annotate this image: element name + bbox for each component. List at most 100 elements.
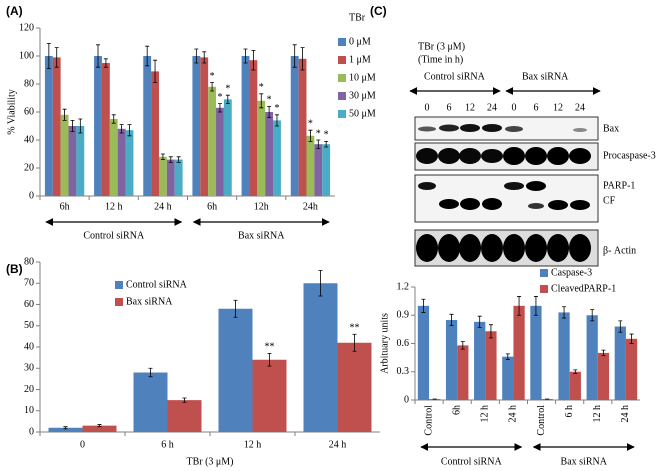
bar [68, 126, 77, 196]
significance: * [259, 82, 264, 93]
error-bar [533, 296, 538, 316]
legend-label: 10 μM [349, 72, 376, 83]
row-label: PARP-1 [603, 180, 635, 191]
error-bar [629, 333, 634, 344]
legend-title: TBr [349, 12, 366, 23]
bar [614, 326, 626, 400]
y-tick-label: 0.3 [397, 366, 410, 377]
group-label: Control siRNA [83, 230, 145, 241]
legend-label: Caspase-3 [551, 267, 592, 278]
legend-label: 30 μM [349, 90, 376, 101]
error-bar [267, 106, 272, 118]
y-tick-label: 30 [24, 363, 34, 374]
error-bar [421, 298, 426, 313]
y-tick-label: 50 [24, 320, 34, 331]
error-bar [267, 352, 272, 367]
y-tick-label: 10 [24, 405, 34, 416]
bar [101, 63, 110, 196]
band [569, 148, 591, 164]
error-bar [111, 114, 116, 124]
band [418, 126, 436, 132]
bar [265, 112, 274, 196]
error-bar [103, 58, 108, 68]
x-tick-label: 24 h [329, 439, 347, 450]
error-bar [324, 141, 329, 148]
bar [457, 345, 469, 400]
significance: * [274, 103, 279, 114]
error-bar [78, 118, 83, 134]
error-bar [601, 349, 606, 357]
significance: * [225, 83, 230, 94]
x-tick-label: 6h [207, 201, 217, 212]
bar [151, 71, 159, 196]
error-bar [160, 153, 165, 160]
error-bar [318, 270, 323, 297]
band [416, 148, 438, 164]
panel-label: (B) [6, 262, 23, 276]
legend-swatch [338, 38, 346, 46]
band [503, 234, 525, 262]
bar [216, 107, 224, 196]
band [548, 200, 568, 210]
lane-label: 0 [512, 102, 517, 113]
bar [167, 400, 202, 432]
band [481, 234, 503, 262]
band [482, 124, 502, 132]
y-axis-label: Arbituary units [379, 313, 390, 374]
band [459, 234, 481, 262]
y-tick-label: 40 [24, 341, 34, 352]
x-tick-label: 12h [254, 201, 269, 212]
band [570, 200, 590, 210]
band [439, 199, 459, 209]
bar [117, 128, 126, 196]
bar [223, 99, 232, 196]
bar [76, 126, 85, 196]
band [547, 234, 569, 262]
band [416, 234, 438, 262]
error-bar [460, 341, 465, 350]
legend-swatch [540, 285, 548, 293]
error-bar [274, 114, 279, 127]
y-tick-label: 60 [24, 106, 34, 117]
band [418, 182, 436, 190]
x-tick-label: 12 h [244, 439, 262, 450]
y-tick-label: 20 [24, 384, 34, 395]
bar [306, 135, 315, 196]
legend-label: CleavedPARP-1 [551, 283, 616, 294]
x-tick-label: 12 h [592, 405, 603, 423]
y-tick-label: 20 [24, 162, 34, 173]
x-tick-label: 12 h [105, 201, 123, 212]
error-bar [148, 367, 153, 378]
error-bar [63, 426, 68, 430]
bar [314, 144, 323, 196]
error-bar [168, 156, 173, 163]
legend-swatch [338, 110, 346, 118]
bar [192, 56, 201, 196]
error-bar [182, 397, 187, 403]
legend-label: Control siRNA [126, 279, 188, 290]
bar [502, 356, 514, 400]
error-bar [46, 43, 51, 69]
error-bar [97, 424, 102, 428]
legend-swatch [115, 281, 123, 289]
significance: ** [350, 323, 360, 334]
x-tick-label: 12 h [480, 405, 491, 423]
error-bar [54, 47, 59, 68]
error-bar [505, 353, 510, 360]
panel-label: (A) [6, 4, 23, 18]
bar [82, 425, 117, 432]
x-tick-label: 0 [80, 439, 85, 450]
error-bar [316, 139, 321, 149]
y-tick-label: 100 [19, 50, 34, 61]
row-label: Bax [603, 123, 619, 134]
error-bar [573, 369, 578, 375]
bar [133, 372, 168, 432]
bar [273, 120, 281, 196]
y-tick-label: 0.6 [397, 338, 410, 349]
y-tick-label: 40 [24, 134, 34, 145]
error-bar [202, 51, 207, 64]
error-bar [488, 324, 493, 339]
error-bar [300, 47, 305, 71]
band [505, 126, 523, 132]
error-bar [292, 44, 297, 68]
